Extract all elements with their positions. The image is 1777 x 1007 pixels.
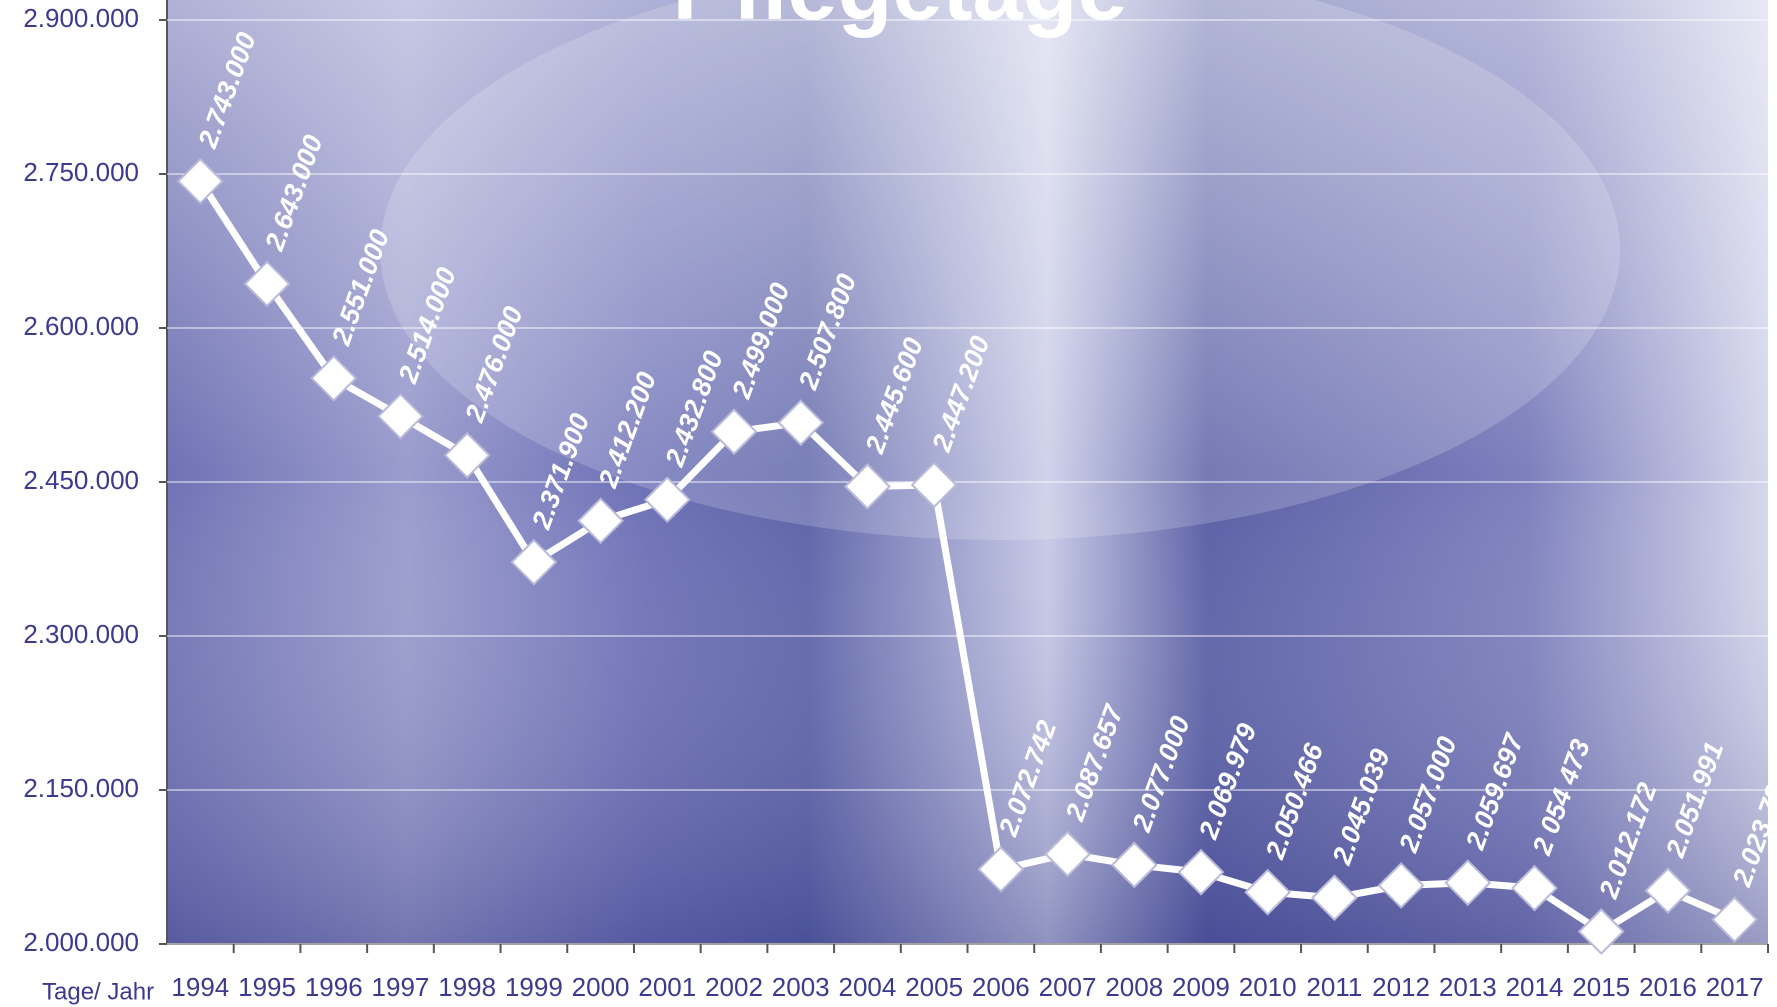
x-tick-label: 2006 bbox=[972, 972, 1030, 1002]
x-tick-label: 1997 bbox=[372, 972, 430, 1002]
x-tick-label: 1998 bbox=[438, 972, 496, 1002]
x-tick-label: 1994 bbox=[171, 972, 229, 1002]
y-tick-label: 2.150.000 bbox=[23, 773, 139, 803]
x-tick-label: 2005 bbox=[905, 972, 963, 1002]
y-tick-label: 2.900.000 bbox=[23, 3, 139, 33]
x-tick-label: 2009 bbox=[1172, 972, 1230, 1002]
y-tick-label: 2.450.000 bbox=[23, 465, 139, 495]
x-tick-label: 2017 bbox=[1706, 972, 1764, 1002]
x-tick-label: 2004 bbox=[839, 972, 897, 1002]
x-tick-label: 2011 bbox=[1306, 972, 1362, 1002]
x-tick-label: 1995 bbox=[238, 972, 296, 1002]
x-tick-label: 2016 bbox=[1639, 972, 1697, 1002]
y-tick-label: 2.300.000 bbox=[23, 619, 139, 649]
x-tick-label: 2003 bbox=[772, 972, 830, 1002]
chart: Pflegetage Tage/ Jahr 2.000.0002.150.000… bbox=[0, 0, 1777, 1007]
x-tick-label: 2000 bbox=[572, 972, 630, 1002]
x-tick-label: 2002 bbox=[705, 972, 763, 1002]
x-tick-label: 2014 bbox=[1506, 972, 1564, 1002]
x-tick-label: 1999 bbox=[505, 972, 563, 1002]
x-tick-label: 2013 bbox=[1439, 972, 1497, 1002]
x-tick-label: 2001 bbox=[638, 972, 696, 1002]
x-axis-label: Tage/ Jahr bbox=[42, 978, 154, 1005]
x-tick-label: 2015 bbox=[1572, 972, 1630, 1002]
x-tick-label: 2010 bbox=[1239, 972, 1297, 1002]
x-tick-label: 1996 bbox=[305, 972, 363, 1002]
y-tick-label: 2.000.000 bbox=[23, 927, 139, 957]
y-tick-label: 2.750.000 bbox=[23, 157, 139, 187]
x-tick-label: 2008 bbox=[1105, 972, 1163, 1002]
y-tick-label: 2.600.000 bbox=[23, 311, 139, 341]
x-tick-label: 2012 bbox=[1372, 972, 1430, 1002]
x-tick-label: 2007 bbox=[1039, 972, 1097, 1002]
